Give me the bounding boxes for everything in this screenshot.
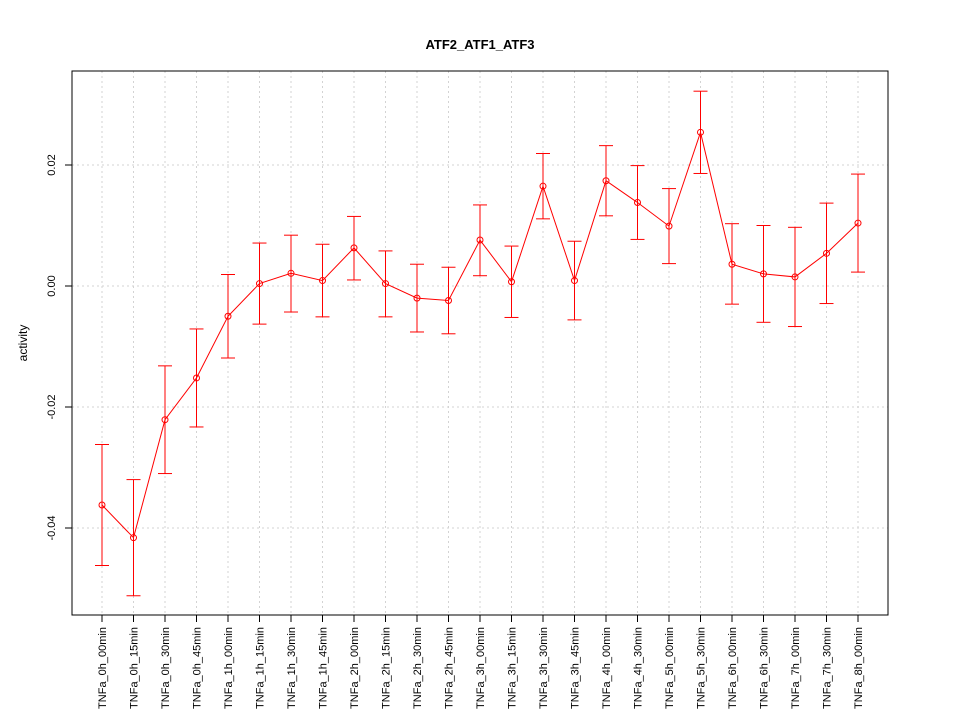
x-tick-label: TNFa_3h_00min — [475, 627, 487, 709]
x-tick-label: TNFa_4h_30min — [633, 627, 645, 709]
data-point — [634, 199, 641, 207]
chart-title: ATF2_ATF1_ATF3 — [425, 37, 534, 52]
data-point — [760, 270, 767, 278]
x-tick-label: TNFa_1h_45min — [318, 627, 330, 709]
x-tick-label: TNFa_2h_15min — [381, 627, 393, 709]
grid — [72, 71, 888, 615]
data-point — [413, 294, 421, 302]
x-tick-label: TNFa_3h_45min — [570, 627, 582, 709]
x-tick-label: TNFa_3h_30min — [538, 627, 550, 709]
data-point — [382, 280, 389, 288]
x-tick-label: TNFa_4h_00min — [601, 627, 613, 709]
data-point — [319, 277, 326, 285]
x-tick-label: TNFa_6h_30min — [759, 627, 771, 709]
x-axis: TNFa_0h_00min TNFa_0h_15min TNFa_0h_30min T… — [97, 615, 865, 709]
x-tick-label: TNFa_2h_00min — [349, 627, 361, 709]
x-tick-label: TNFa_7h_30min — [822, 627, 834, 709]
data-point — [697, 128, 704, 136]
x-tick-label: TNFa_6h_00min — [727, 627, 739, 709]
data-point — [791, 273, 799, 281]
data-point — [130, 534, 137, 542]
x-tick-label: TNFa_5h_30min — [696, 627, 708, 709]
data-point — [665, 222, 673, 230]
data-point — [98, 501, 106, 509]
series — [95, 90, 865, 597]
data-point — [224, 312, 232, 320]
x-tick-label: TNFa_2h_45min — [444, 627, 456, 709]
y-axis-label: activity — [16, 325, 30, 362]
data-point — [823, 249, 830, 257]
data-point — [256, 280, 263, 288]
data-point — [445, 297, 452, 305]
x-tick-label: TNFa_8h_00min — [853, 627, 865, 709]
data-point — [350, 244, 358, 252]
y-tick-label: -0.02 — [46, 394, 58, 419]
y-tick-label: -0.04 — [46, 515, 58, 540]
x-tick-label: TNFa_0h_30min — [160, 627, 172, 709]
x-tick-label: TNFa_1h_00min — [223, 627, 235, 709]
data-point — [161, 416, 169, 424]
data-point — [728, 260, 736, 268]
data-point — [571, 277, 578, 285]
x-tick-label: TNFa_5h_00min — [664, 627, 676, 709]
x-tick-label: TNFa_0h_00min — [97, 627, 109, 709]
data-point — [287, 269, 295, 277]
data-point — [193, 374, 200, 382]
x-tick-label: TNFa_0h_45min — [192, 627, 204, 709]
x-tick-label: TNFa_0h_15min — [129, 627, 141, 709]
data-point — [508, 278, 515, 286]
x-tick-label: TNFa_7h_00min — [790, 627, 802, 709]
data-point — [476, 236, 484, 244]
data-point — [539, 182, 547, 190]
y-tick-label: 0.02 — [46, 154, 58, 175]
y-axis: -0.04 -0.02 0.00 0.02 — [46, 154, 72, 541]
x-tick-label: TNFa_3h_15min — [507, 627, 519, 709]
data-point — [602, 177, 610, 185]
x-tick-label: TNFa_1h_15min — [255, 627, 267, 709]
y-tick-label: 0.00 — [46, 275, 58, 296]
x-tick-label: TNFa_2h_30min — [412, 627, 424, 709]
data-point — [854, 219, 862, 227]
x-tick-label: TNFa_1h_30min — [286, 627, 298, 709]
